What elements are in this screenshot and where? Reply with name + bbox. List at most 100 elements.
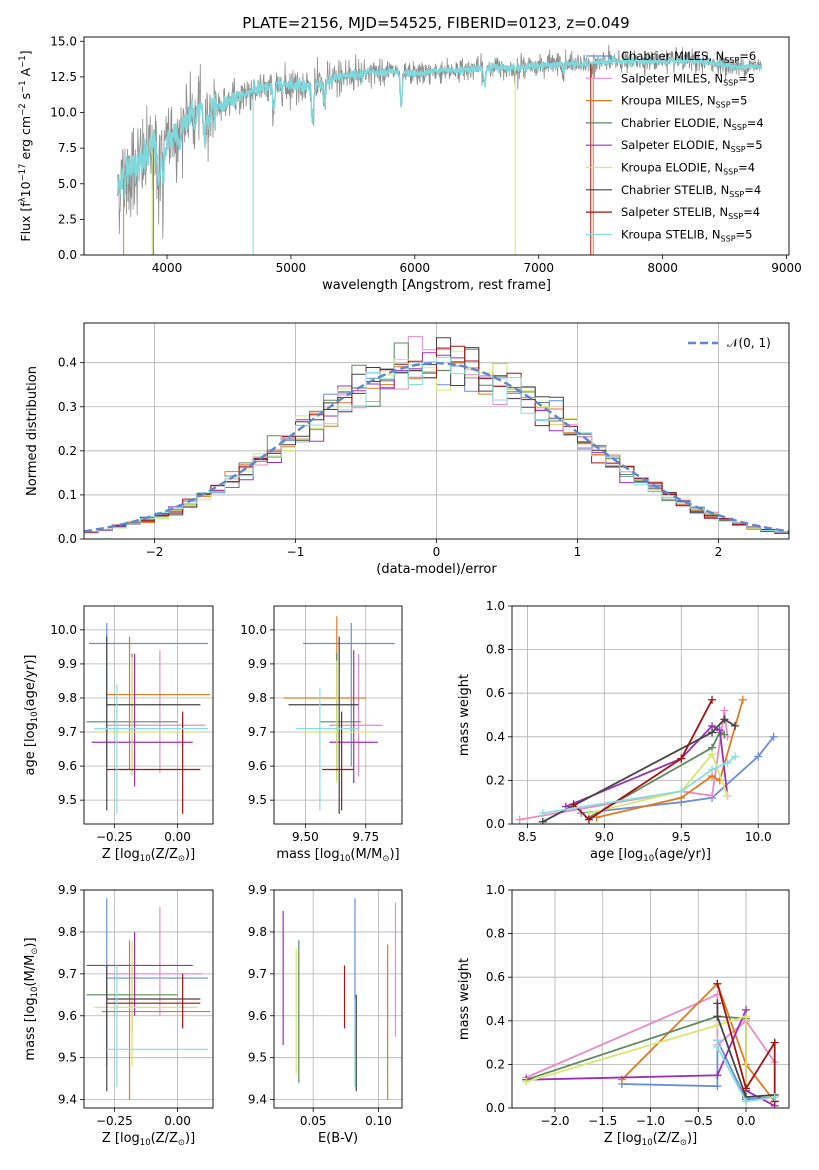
legend-entry: Salpeter MILES, NSSP=5	[621, 71, 755, 87]
y-tick-label: 7.5	[58, 141, 77, 155]
errorbar-plot-area	[283, 616, 395, 814]
weight-series-line	[588, 752, 729, 814]
x-tick-label: 0.00	[164, 1114, 191, 1128]
axes-frame	[511, 605, 790, 825]
weight-point-marker	[769, 732, 778, 741]
y-tick-label: 9.5	[248, 793, 267, 807]
weight-plot-area	[522, 979, 779, 1108]
x-axis-label: age [log10(age/yr)]	[590, 847, 711, 864]
weight-point-marker	[738, 695, 747, 704]
weight-point-marker	[708, 750, 717, 759]
x-tick-label: 0.0	[736, 1114, 755, 1128]
weight-point-marker	[584, 815, 593, 824]
weight-point-marker	[569, 800, 578, 809]
x-tick-label: 5000	[276, 261, 307, 275]
x-tick-label: −1.0	[636, 1114, 665, 1128]
weight-point-marker	[770, 1038, 779, 1047]
weight-point-marker	[731, 752, 740, 761]
axes-frame	[273, 889, 403, 1109]
axes-frame	[83, 322, 790, 540]
age-vs-mass-panel: 9.50 9.75 9.5 9.6 9.7 9.8 9.9 10.0 mass [log10(M…	[240, 605, 403, 864]
x-tick-label: 0.00	[164, 830, 191, 844]
y-axis-label: mass weight	[457, 674, 472, 756]
weight-series-line	[526, 1015, 747, 1098]
y-tick-label: 9.7	[248, 967, 267, 981]
x-tick-label: 8.5	[518, 830, 537, 844]
y-tick-label: 0.2	[486, 773, 505, 787]
weight-vs-age-panel: 8.5 9.0 9.5 10.0 0.0 0.2 0.4 0.6 0.8 1.0 age [log1…	[457, 599, 790, 864]
y-tick-label: 9.7	[58, 725, 77, 739]
x-tick-label: 7000	[523, 261, 554, 275]
y-tick-label: 9.6	[248, 759, 267, 773]
y-tick-label: 9.4	[248, 1093, 267, 1107]
y-tick-label: 10.0	[50, 106, 77, 120]
weight-point-marker	[708, 791, 717, 800]
x-tick-label: 0.10	[365, 1114, 392, 1128]
x-tick-label: 6000	[400, 261, 431, 275]
y-tick-label: 0.8	[486, 643, 505, 657]
x-tick-label: 9000	[771, 261, 802, 275]
y-tick-label: 9.8	[58, 925, 77, 939]
mass-vs-metallicity-panel: −0.25 0.00 9.4 9.5 9.6 9.7 9.8 9.9 Z [log10(Z/Z⊙…	[23, 883, 214, 1148]
x-tick-label: 0.05	[300, 1114, 327, 1128]
weight-point-marker	[742, 1097, 751, 1106]
histogram-plot-area	[84, 336, 789, 539]
weight-series-line	[519, 710, 729, 821]
x-tick-label: 2	[715, 545, 723, 559]
weight-point-marker	[731, 721, 740, 730]
gaussian-curve	[84, 361, 789, 533]
weight-point-marker	[515, 815, 524, 824]
x-tick-label: 9.50	[292, 830, 319, 844]
y-tick-label: 9.6	[58, 759, 77, 773]
model-spectrum	[116, 56, 763, 200]
x-axis-label: E(B-V)	[318, 1131, 358, 1146]
weight-point-marker	[713, 979, 722, 988]
y-tick-label: 9.8	[248, 691, 267, 705]
weight-series-line	[588, 731, 725, 819]
weight-point-marker	[723, 791, 732, 800]
y-tick-label: 9.9	[58, 883, 77, 897]
y-tick-label: 0.6	[486, 970, 505, 984]
legend-entry: Chabrier MILES, NSSP=6	[621, 49, 756, 65]
residuals-histogram-panel: −2 −1 0 1 2 0.0 0.1 0.2 0.3 0.4 (data-model)/error…	[25, 322, 790, 577]
x-tick-label: 4000	[152, 261, 183, 275]
y-tick-label: 0.1	[58, 488, 77, 502]
weight-point-marker	[713, 999, 722, 1008]
weight-series-line	[716, 1003, 775, 1099]
y-tick-label: 0.0	[58, 248, 77, 262]
x-tick-label: 9.0	[595, 830, 614, 844]
y-tick-label: 0.8	[486, 927, 505, 941]
y-tick-label: 12.5	[50, 70, 77, 84]
y-tick-label: 10.0	[240, 623, 267, 637]
y-tick-label: 9.4	[58, 1093, 77, 1107]
weight-point-marker	[720, 715, 729, 724]
y-tick-label: 9.8	[248, 925, 267, 939]
weight-point-marker	[522, 1077, 531, 1086]
y-tick-label: 9.9	[248, 657, 267, 671]
weight-point-marker	[720, 730, 729, 739]
x-tick-label: 10.0	[745, 830, 772, 844]
axes-frame	[83, 605, 214, 825]
weight-point-marker	[742, 1084, 751, 1093]
x-tick-label: −0.5	[684, 1114, 713, 1128]
y-tick-label: 9.5	[58, 793, 77, 807]
mass-vs-ebv-panel: 0.05 0.10 9.4 9.5 9.6 9.7 9.8 9.9 E(B-V)	[248, 883, 403, 1146]
x-axis-label: Z [log10(Z/Z⊙)]	[102, 1131, 195, 1148]
weight-point-marker	[723, 758, 732, 767]
y-axis-label: age [log10(age/yr)]	[23, 655, 40, 776]
y-tick-label: 9.6	[248, 1009, 267, 1023]
legend-entry: Kroupa ELODIE, NSSP=4	[621, 161, 755, 177]
y-tick-label: 1.0	[486, 599, 505, 613]
x-tick-label: −0.25	[96, 830, 133, 844]
legend-entry: Chabrier STELIB, NSSP=4	[621, 183, 761, 199]
weight-point-marker	[754, 752, 763, 761]
axes-frame	[273, 605, 403, 825]
x-tick-label: −0.25	[96, 1114, 133, 1128]
spectrum-panel: 4000 5000 6000 7000 8000 9000 0.0 2.5 5.0 7.5 10.0…	[18, 34, 802, 293]
weight-point-marker	[713, 1042, 722, 1051]
weight-point-marker	[708, 728, 717, 737]
x-axis-label: (data-model)/error	[376, 562, 497, 577]
spectrum-plot-area	[116, 44, 763, 255]
y-tick-label: 0.2	[58, 444, 77, 458]
